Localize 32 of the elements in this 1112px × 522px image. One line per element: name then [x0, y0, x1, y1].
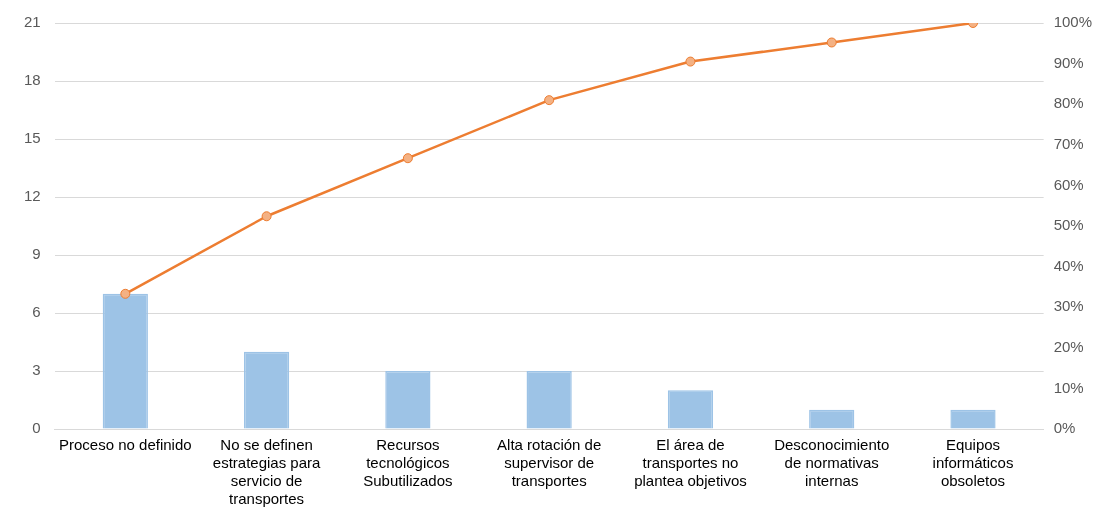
point	[261, 211, 272, 222]
x-tick-label: Equipos informáticos obsoletos	[932, 436, 1014, 490]
y2-tick-label: 80%	[1053, 94, 1084, 112]
x-tick-label: Alta rotación de supervisor de transportes	[497, 436, 602, 490]
x-tick-label: Desconocimiento de normativas internas	[774, 436, 890, 490]
y2-tick-label: 70%	[1053, 134, 1084, 152]
y-tick-label: 9	[32, 245, 41, 263]
y2-tick-label: 0%	[1053, 419, 1076, 437]
y2-tick-label: 90%	[1053, 53, 1084, 71]
y2-tick-label: 20%	[1053, 337, 1084, 355]
y2-tick-label: 100%	[1053, 13, 1093, 31]
point	[826, 37, 837, 48]
y-tick-label: 21	[24, 13, 41, 31]
y-tick-label: 3	[32, 361, 41, 379]
point	[544, 95, 555, 106]
y-tick-label: 15	[24, 129, 41, 147]
y2-tick-label: 30%	[1053, 297, 1084, 315]
x-tick-label: No se definen estrategias para servicio de transportes	[212, 436, 322, 508]
x-tick-label: Proceso no definido	[59, 436, 192, 454]
y2-tick-label: 40%	[1053, 256, 1084, 274]
x-tick-label: El área de transportes no plantea objetivos	[634, 436, 747, 490]
point	[120, 288, 131, 299]
y2-tick-label: 10%	[1053, 378, 1084, 396]
y-tick-label: 18	[24, 71, 41, 89]
y2-tick-label: 50%	[1053, 216, 1084, 234]
y-tick-label: 6	[32, 303, 41, 321]
x-tick-label: Recursos tecnológicos Subutilizados	[363, 436, 453, 490]
point	[402, 153, 413, 164]
y2-tick-label: 60%	[1053, 175, 1084, 193]
point	[685, 56, 696, 67]
y-tick-label: 12	[24, 187, 41, 205]
y-tick-label: 0	[32, 419, 41, 437]
